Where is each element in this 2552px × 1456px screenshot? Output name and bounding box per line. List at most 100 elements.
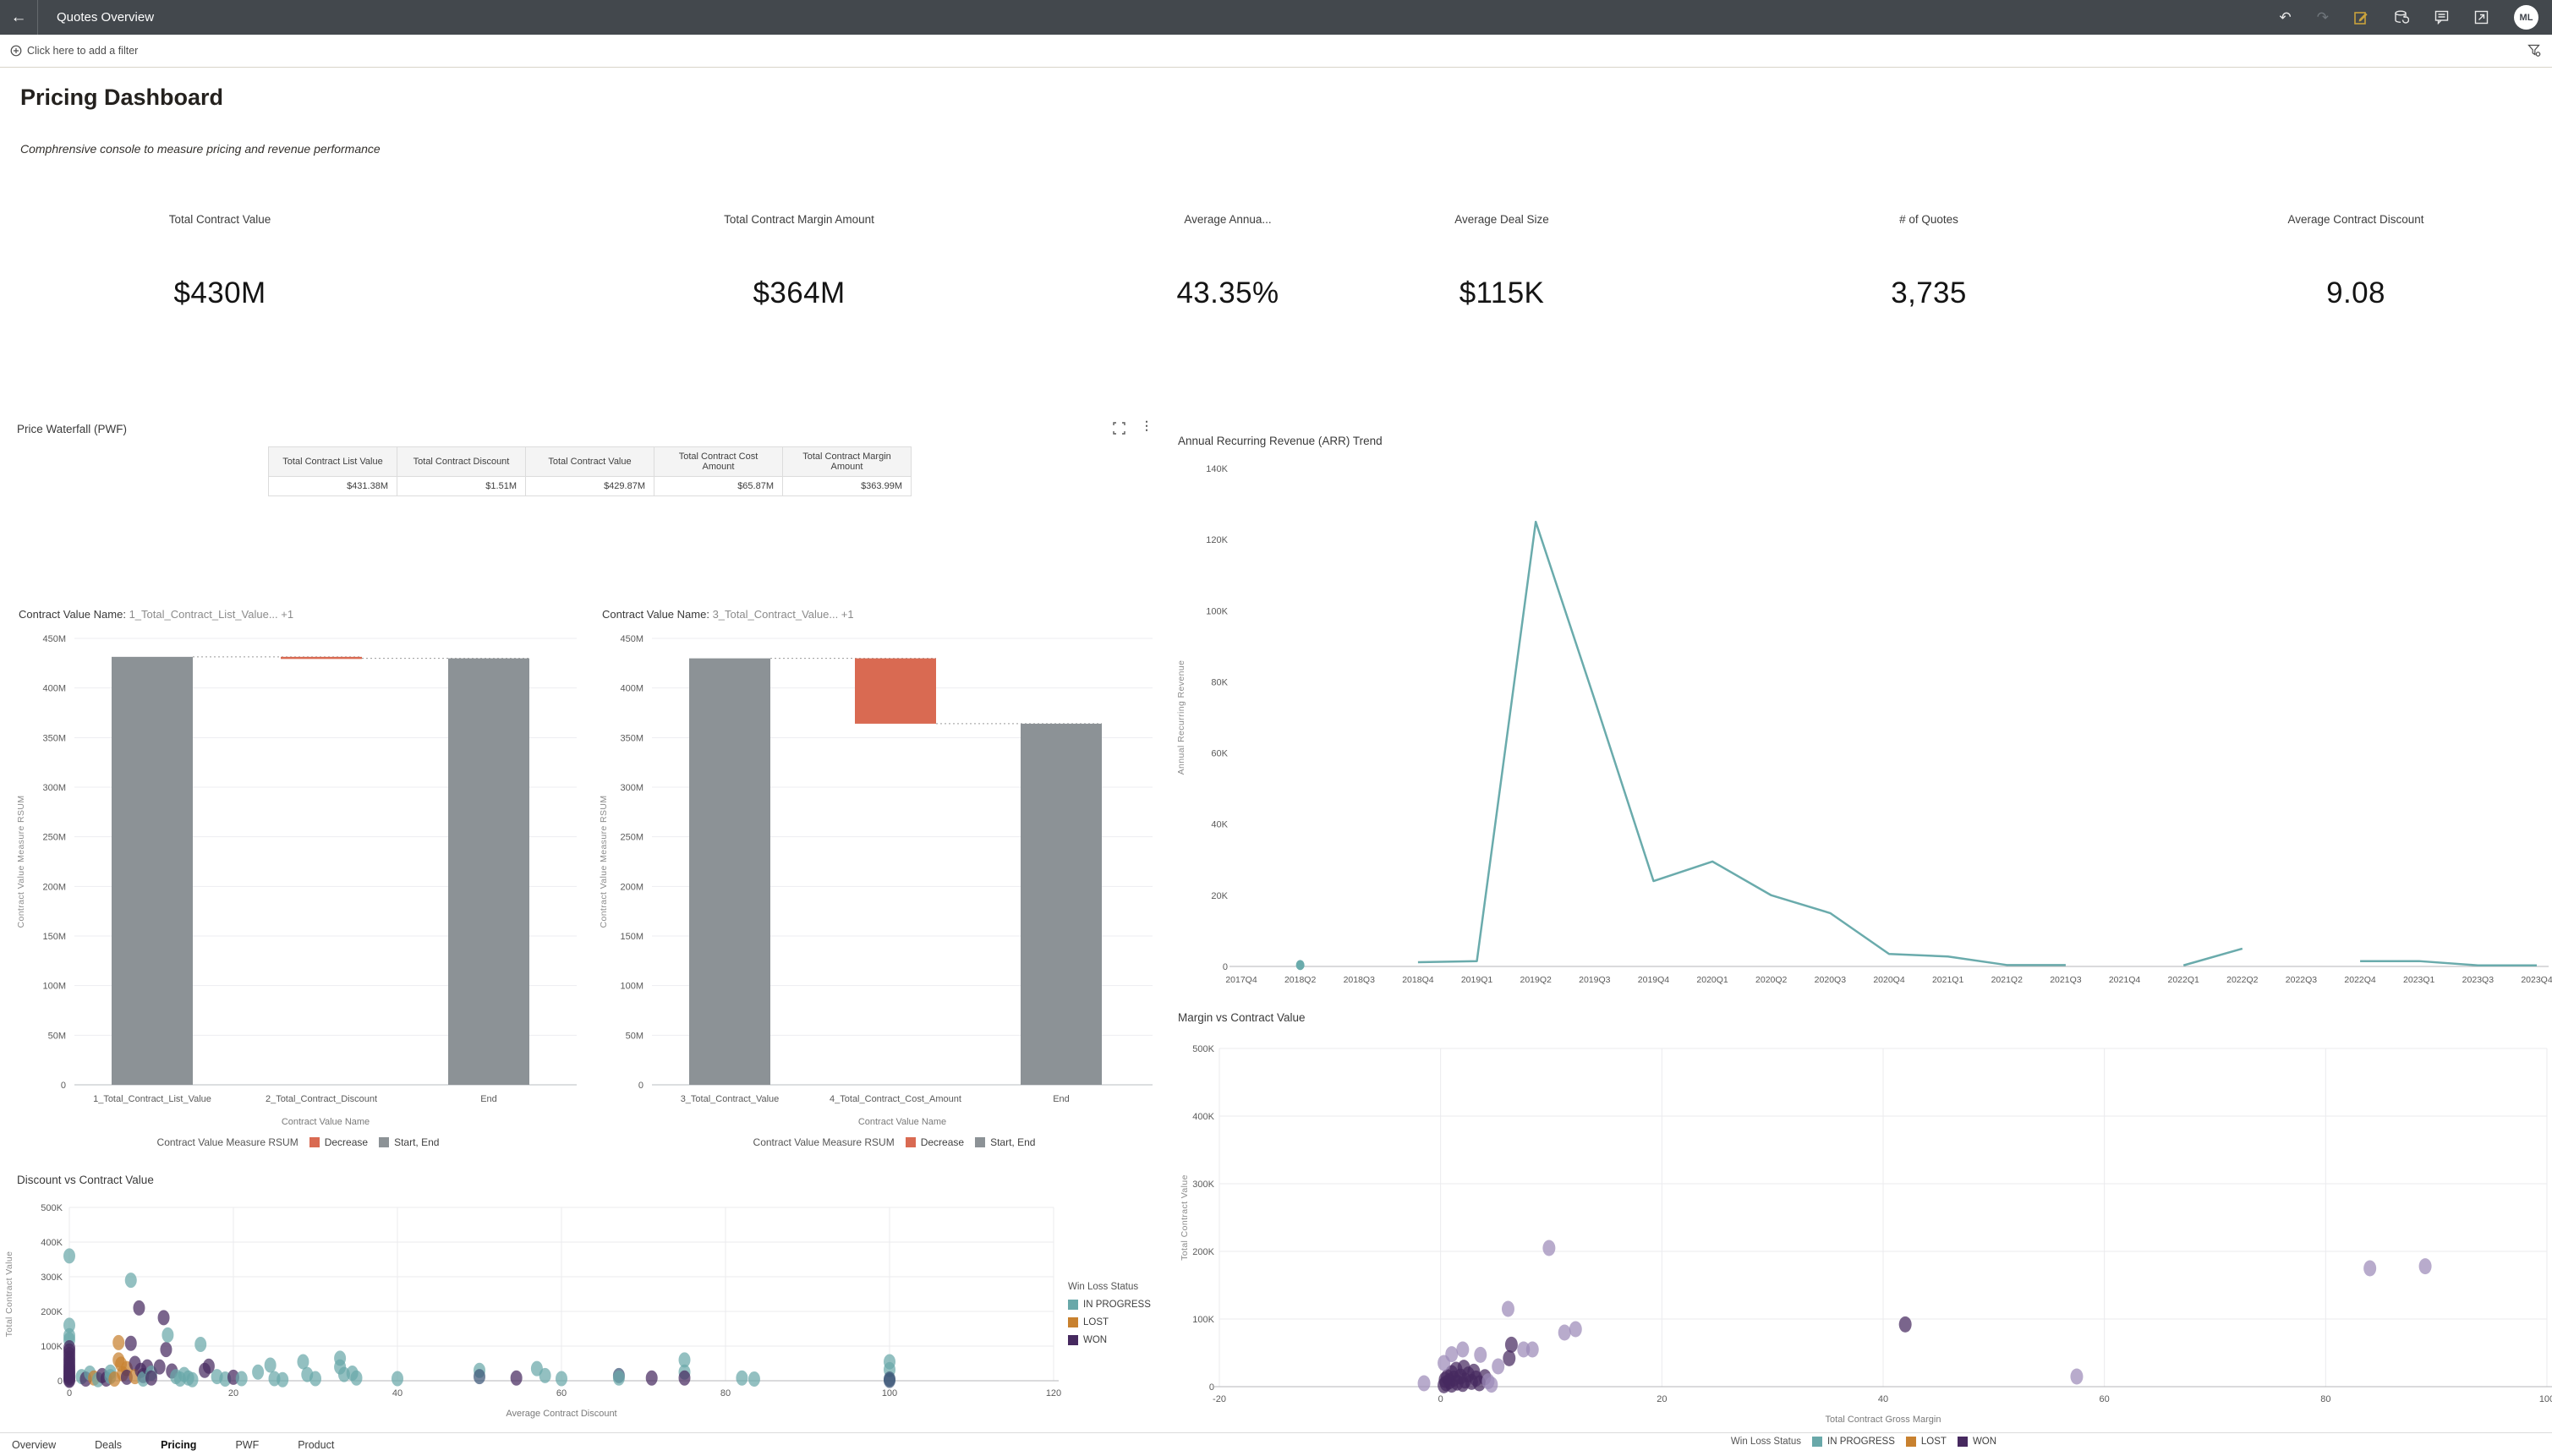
svg-text:Contract Value Measure RSUM: Contract Value Measure RSUM xyxy=(599,795,609,928)
waterfall2-chart[interactable]: 0 50M 100M 150M 200M 250M 300M 350M 400M 450M 3_To… xyxy=(596,626,1192,1135)
window-title: Quotes Overview xyxy=(57,10,155,25)
svg-text:450M: 450M xyxy=(620,634,643,644)
kpi-average-deal-size[interactable]: Average Deal Size $115K xyxy=(1454,213,1549,309)
svg-text:350M: 350M xyxy=(42,733,66,743)
margin-scatter-chart[interactable]: -200204060801000100K200K300K400K500KTota… xyxy=(1175,1030,2552,1432)
svg-text:2022Q4: 2022Q4 xyxy=(2344,975,2376,985)
filter-bar[interactable]: Click here to add a filter xyxy=(0,35,2552,68)
svg-text:100M: 100M xyxy=(42,982,66,992)
legend-swatch xyxy=(1068,1335,1078,1345)
waterfall1-legend: Contract Value Measure RSUM Decrease Sta… xyxy=(156,1136,440,1148)
svg-text:250M: 250M xyxy=(620,833,643,843)
svg-text:100K: 100K xyxy=(41,1342,63,1352)
legend-swatch xyxy=(975,1137,986,1147)
edit-icon[interactable] xyxy=(2354,10,2369,25)
comment-icon[interactable] xyxy=(2434,10,2449,25)
svg-text:2023Q3: 2023Q3 xyxy=(2462,975,2494,985)
back-arrow-icon: ← xyxy=(10,8,27,26)
table-cell: $65.87M xyxy=(654,476,783,496)
svg-text:450M: 450M xyxy=(42,634,66,644)
svg-text:400M: 400M xyxy=(42,684,66,694)
svg-text:Contract Value Measure RSUM: Contract Value Measure RSUM xyxy=(16,795,26,928)
waterfall1-chart[interactable]: 0 50M 100M 150M 200M 250M 300M 350M 400M 450M 1_To… xyxy=(0,626,596,1135)
svg-text:2_Total_Contract_Discount: 2_Total_Contract_Discount xyxy=(266,1094,377,1104)
margin-scatter-title: Margin vs Contract Value xyxy=(1178,1011,1306,1024)
svg-text:80: 80 xyxy=(2320,1394,2330,1404)
kpi-number-of-quotes[interactable]: # of Quotes 3,735 xyxy=(1891,213,1967,309)
svg-text:300K: 300K xyxy=(41,1273,63,1283)
add-filter-label: Click here to add a filter xyxy=(27,45,139,57)
svg-text:2019Q4: 2019Q4 xyxy=(1638,975,1670,985)
svg-text:60: 60 xyxy=(2100,1394,2110,1404)
svg-text:400M: 400M xyxy=(620,684,643,694)
waterfall2-legend: Contract Value Measure RSUM Decrease Sta… xyxy=(753,1136,1036,1148)
svg-text:200K: 200K xyxy=(1192,1247,1214,1257)
top-bar: ← Quotes Overview ↶ ↷ xyxy=(0,0,2552,35)
undo-icon[interactable]: ↶ xyxy=(2279,8,2292,25)
svg-text:350M: 350M xyxy=(620,733,643,743)
waterfall2-title: Contract Value Name: 3_Total_Contract_Va… xyxy=(602,608,854,621)
svg-text:2017Q4: 2017Q4 xyxy=(1225,975,1257,985)
svg-text:50M: 50M xyxy=(626,1031,643,1041)
svg-text:500K: 500K xyxy=(1192,1044,1214,1054)
svg-text:140K: 140K xyxy=(1206,464,1228,474)
svg-text:2019Q2: 2019Q2 xyxy=(1520,975,1552,985)
table-cell: $429.87M xyxy=(525,476,654,496)
kpi-average-contract-discount[interactable]: Average Contract Discount 9.08 xyxy=(2287,213,2424,309)
svg-text:50M: 50M xyxy=(48,1031,66,1041)
arr-trend-chart[interactable]: 0 20K 40K 60K 80K 100K 120K 140K 2017Q4 2018Q2 201… xyxy=(1175,452,2552,1000)
discount-scatter-legend: Win Loss Status IN PROGRESS LOST WON xyxy=(1068,1282,1151,1345)
table-header: Total Contract Discount xyxy=(397,446,526,477)
open-window-icon[interactable] xyxy=(2474,10,2489,25)
legend-swatch xyxy=(1812,1437,1823,1447)
svg-text:2018Q3: 2018Q3 xyxy=(1344,975,1376,985)
tab-pwf[interactable]: PWF xyxy=(235,1438,260,1451)
svg-text:0: 0 xyxy=(1209,1382,1214,1393)
svg-text:4_Total_Contract_Cost_Amount: 4_Total_Contract_Cost_Amount xyxy=(830,1094,961,1104)
back-button[interactable]: ← xyxy=(0,0,38,35)
more-options-icon[interactable]: ⋮ xyxy=(1141,419,1153,432)
legend-swatch xyxy=(1068,1300,1078,1310)
discount-scatter-chart[interactable]: 0 20 40 60 80 100 120 0 100K 200K 300K 400K 500K Aver… xyxy=(0,1189,1065,1432)
kpi-average-annual[interactable]: Average Annua... 43.35% xyxy=(1176,213,1279,309)
svg-text:300K: 300K xyxy=(1192,1180,1214,1190)
svg-text:100K: 100K xyxy=(1206,606,1228,616)
svg-text:2023Q4: 2023Q4 xyxy=(2521,975,2552,985)
svg-text:Contract Value Name: Contract Value Name xyxy=(282,1117,370,1127)
table-cell: $431.38M xyxy=(268,476,397,496)
svg-text:End: End xyxy=(480,1094,497,1104)
svg-text:40: 40 xyxy=(1878,1394,1888,1404)
table-header: Total Contract Cost Amount xyxy=(654,446,783,477)
svg-text:2018Q2: 2018Q2 xyxy=(1284,975,1317,985)
expand-widget-icon[interactable] xyxy=(1113,422,1125,439)
tab-pricing[interactable]: Pricing xyxy=(161,1438,197,1451)
kpi-total-contract-value[interactable]: Total Contract Value $430M xyxy=(168,213,271,309)
tab-product[interactable]: Product xyxy=(298,1438,335,1451)
svg-text:120: 120 xyxy=(1046,1388,1061,1399)
filter-settings-icon[interactable] xyxy=(2527,44,2542,57)
svg-text:2018Q4: 2018Q4 xyxy=(1402,975,1434,985)
legend-swatch xyxy=(1068,1317,1078,1327)
svg-text:2022Q2: 2022Q2 xyxy=(2226,975,2259,985)
dataset-refresh-icon[interactable] xyxy=(2394,10,2409,25)
legend-swatch xyxy=(309,1137,320,1147)
svg-text:2021Q4: 2021Q4 xyxy=(2109,975,2141,985)
avatar[interactable]: ML xyxy=(2514,5,2538,30)
svg-text:End: End xyxy=(1053,1094,1070,1104)
svg-text:400K: 400K xyxy=(41,1238,63,1248)
svg-text:20K: 20K xyxy=(1211,891,1228,901)
svg-text:60K: 60K xyxy=(1211,749,1228,759)
tab-deals[interactable]: Deals xyxy=(95,1438,123,1451)
svg-text:2020Q1: 2020Q1 xyxy=(1696,975,1728,985)
svg-text:300M: 300M xyxy=(42,783,66,793)
svg-text:200M: 200M xyxy=(620,882,643,892)
pwf-summary-table: Total Contract List Value Total Contract… xyxy=(268,446,912,496)
svg-text:2022Q3: 2022Q3 xyxy=(2286,975,2318,985)
svg-text:150M: 150M xyxy=(620,932,643,942)
table-row[interactable]: $431.38M $1.51M $429.87M $65.87M $363.99… xyxy=(268,476,912,496)
tab-overview[interactable]: Overview xyxy=(12,1438,57,1451)
redo-icon[interactable]: ↷ xyxy=(2316,8,2329,25)
kpi-total-contract-margin[interactable]: Total Contract Margin Amount $364M xyxy=(724,213,874,309)
svg-text:Total Contract Gross Margin: Total Contract Gross Margin xyxy=(1826,1415,1941,1425)
svg-text:500K: 500K xyxy=(41,1203,63,1213)
